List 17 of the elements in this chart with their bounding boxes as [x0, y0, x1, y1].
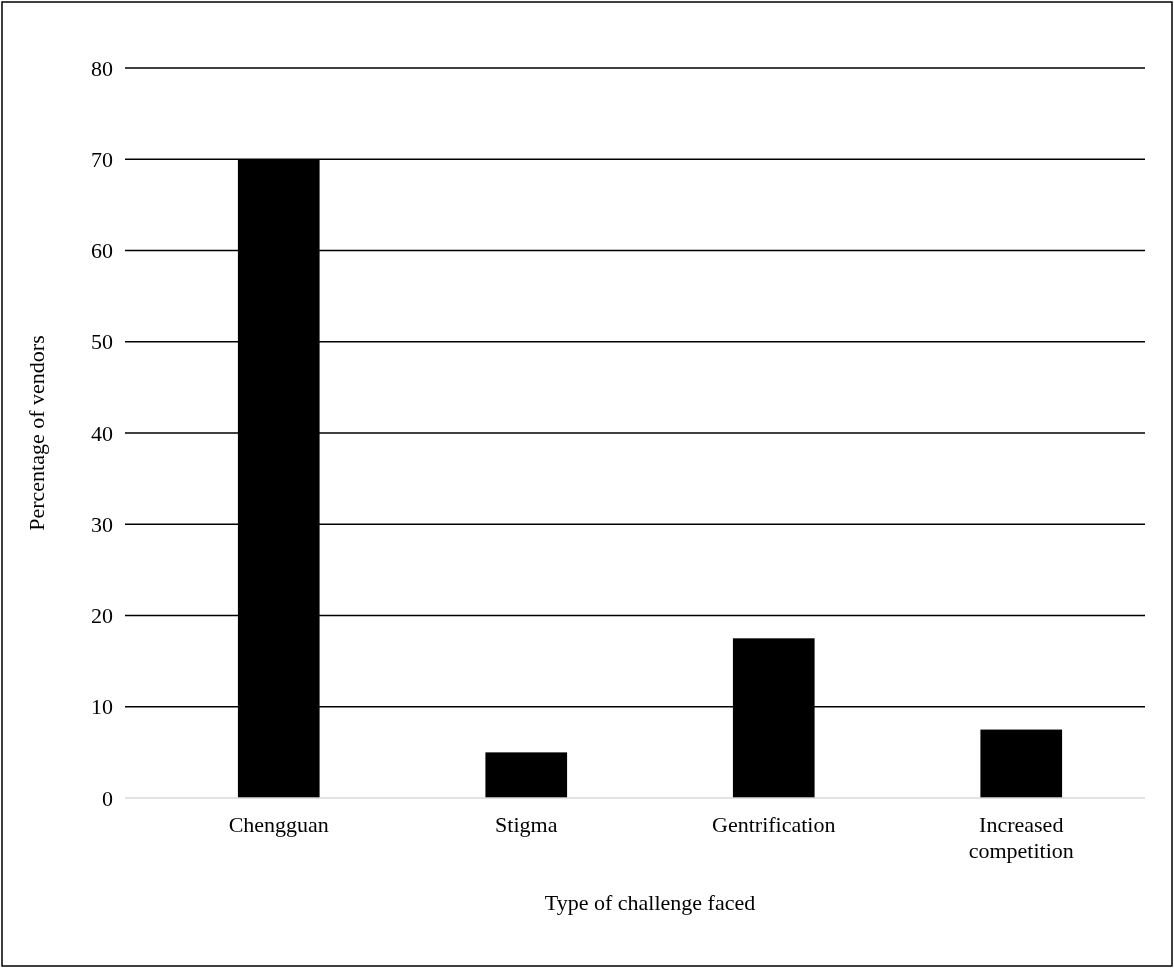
y-tick-label: 60 — [91, 238, 113, 264]
x-tick-label: Stigma — [495, 812, 558, 837]
y-tick-label: 40 — [91, 420, 113, 446]
x-tick-label: Chengguan — [228, 812, 329, 837]
y-tick-label: 20 — [91, 603, 113, 629]
x-axis-title: Type of challenge faced — [544, 890, 756, 915]
y-tick-label: 50 — [91, 329, 113, 355]
y-tick-label: 10 — [91, 694, 113, 720]
y-tick-label: 0 — [102, 785, 113, 811]
x-tick-label: Gentrification — [712, 812, 836, 837]
y-axis-title: Percentage of vendors — [24, 335, 49, 531]
x-tick-label: Increased competition — [968, 812, 1074, 863]
y-tick-label: 70 — [91, 146, 113, 172]
bar — [980, 729, 1063, 798]
bar — [485, 752, 568, 798]
y-tick-label: 80 — [91, 55, 113, 81]
y-tick-label: 30 — [91, 511, 113, 537]
